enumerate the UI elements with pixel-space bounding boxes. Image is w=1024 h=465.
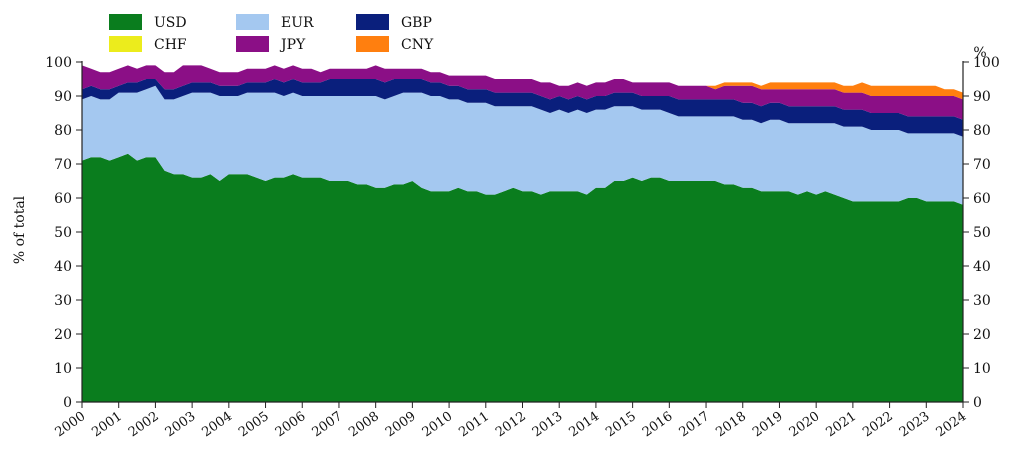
area-layers: [82, 65, 963, 402]
y-tick-label-left: 70: [54, 157, 72, 173]
area-series-jpy: [82, 65, 963, 120]
x-tick-label: 2022: [860, 409, 896, 440]
x-tick-label: 2016: [640, 409, 676, 440]
y-tick-label-right: 20: [973, 327, 991, 343]
area-series-usd: [82, 153, 963, 402]
y-tick-label-right: 80: [973, 123, 991, 139]
right-y-axis-unit: %: [973, 45, 986, 61]
legend-label-usd: USD: [154, 15, 187, 31]
x-tick-label: 2011: [456, 409, 492, 440]
y-tick-label-left: 100: [45, 55, 72, 71]
x-tick-label: 2009: [383, 409, 419, 440]
y-tick-label-left: 10: [54, 361, 72, 377]
legend: USD EUR GBP CHF JPY CNY: [109, 14, 434, 53]
legend-label-eur: EUR: [281, 15, 314, 31]
legend-label-chf: CHF: [154, 37, 187, 53]
area-series-cny: [82, 65, 963, 100]
legend-label-jpy: JPY: [279, 37, 306, 53]
x-tick-label: 2001: [89, 409, 125, 440]
y-tick-label-right: 100: [973, 55, 1000, 71]
y-tick-label-left: 90: [54, 89, 72, 105]
legend-swatch-gbp: [356, 14, 389, 30]
legend-swatch-jpy: [236, 36, 269, 52]
y-tick-label-left: 30: [54, 293, 72, 309]
x-tick-label: 2004: [199, 409, 235, 440]
x-tick-label: 2006: [273, 409, 309, 440]
legend-swatch-cny: [356, 36, 389, 52]
x-tick-label: 2010: [420, 409, 456, 440]
x-tick-label: 2015: [603, 409, 639, 440]
x-tick-label: 2018: [713, 409, 749, 440]
y-tick-label-left: 20: [54, 327, 72, 343]
y-tick-label-left: 60: [54, 191, 72, 207]
x-tick-label: 2005: [236, 409, 272, 440]
x-tick-label: 2021: [823, 409, 859, 440]
x-tick-label: 2020: [787, 409, 823, 440]
y-tick-label-right: 60: [973, 191, 991, 207]
y-tick-label-left: 40: [54, 259, 72, 275]
legend-label-gbp: GBP: [401, 15, 432, 31]
x-tick-label: 2019: [750, 409, 786, 440]
x-tick-label: 2012: [493, 409, 529, 440]
x-tick-label: 2008: [346, 409, 382, 440]
y-tick-label-right: 40: [973, 259, 991, 275]
legend-swatch-usd: [109, 14, 142, 30]
x-tick-label: 2002: [126, 409, 162, 440]
y-tick-label-right: 70: [973, 157, 991, 173]
x-tick-label: 2013: [530, 409, 566, 440]
x-tick-label: 2023: [897, 409, 933, 440]
y-tick-label-right: 90: [973, 89, 991, 105]
x-tick-label: 2007: [310, 409, 346, 440]
y-axis-label: % of total: [12, 195, 28, 264]
x-tick-label: 2000: [53, 409, 89, 440]
y-tick-label-left: 0: [63, 395, 72, 411]
legend-label-cny: CNY: [401, 37, 434, 53]
x-tick-label: 2003: [163, 409, 199, 440]
y-tick-label-right: 50: [973, 225, 991, 241]
legend-swatch-eur: [236, 14, 269, 30]
legend-swatch-chf: [109, 36, 142, 52]
x-tick-label: 2017: [677, 409, 713, 440]
area-series-gbp: [82, 79, 963, 137]
x-tick-label: 2014: [566, 409, 602, 440]
y-tick-label-right: 0: [973, 395, 982, 411]
y-tick-label-left: 80: [54, 123, 72, 139]
area-series-eur: [82, 85, 963, 205]
y-tick-label-left: 50: [54, 225, 72, 241]
y-tick-label-right: 10: [973, 361, 991, 377]
x-tick-label: 2024: [934, 409, 970, 440]
y-tick-label-right: 30: [973, 293, 991, 309]
